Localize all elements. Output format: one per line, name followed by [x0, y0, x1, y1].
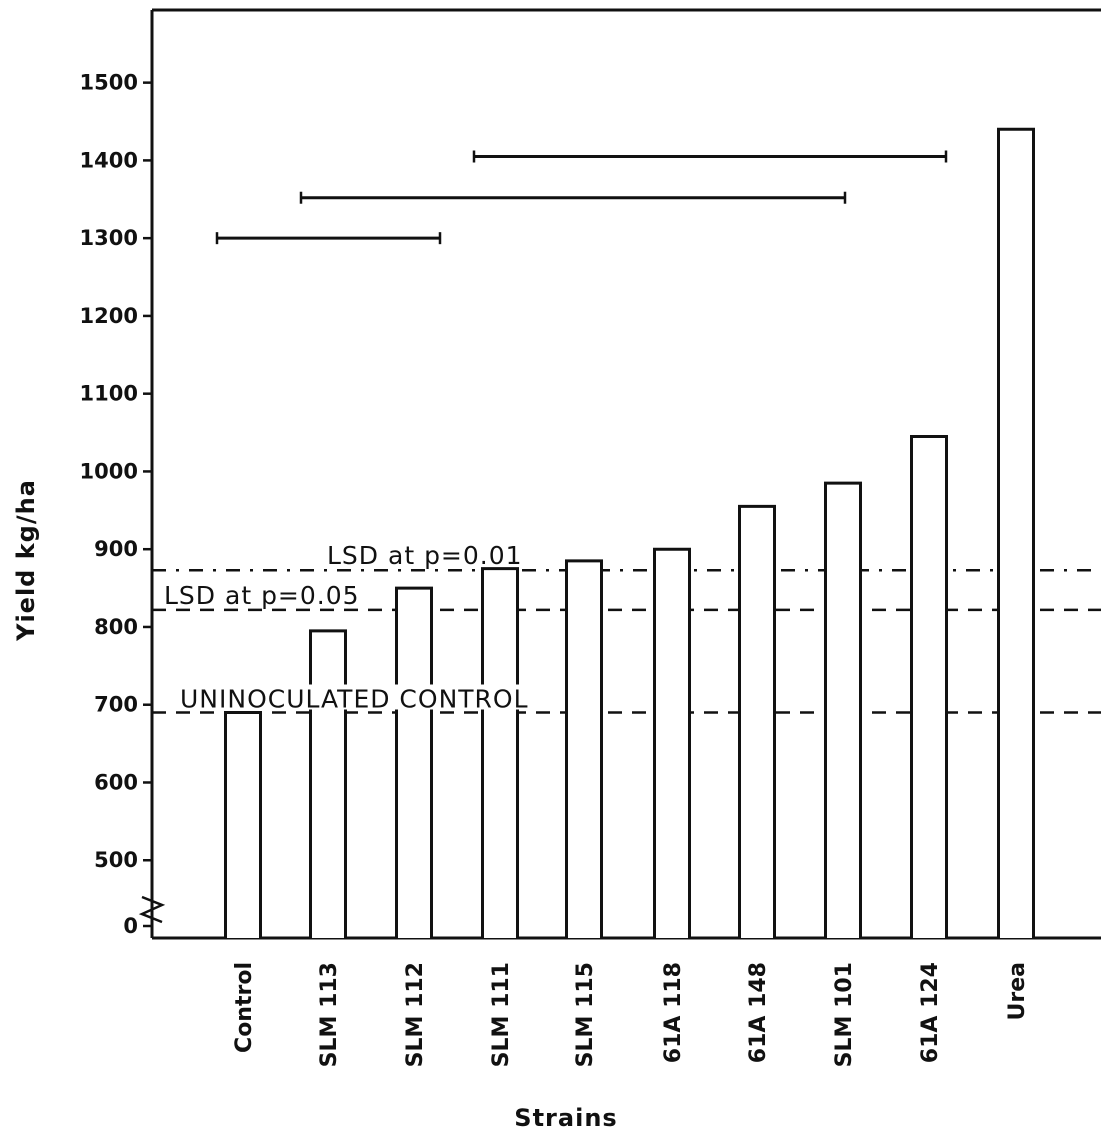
bar — [655, 549, 690, 938]
y-tick-label: 500 — [94, 848, 138, 872]
y-tick-label: 600 — [94, 770, 138, 794]
x-category-label: 61A 124 — [918, 962, 943, 1063]
y-tick-label: 700 — [94, 693, 138, 717]
y-axis-ticks: 0 500 600 700 800 900 1000 1100 1200 1300 1400 1500 — [80, 71, 152, 938]
y-tick-label: 1300 — [80, 226, 138, 250]
axis-break-icon — [142, 897, 162, 922]
y-axis-title: Yield kg/ha — [12, 479, 40, 642]
y-tick-label: 1200 — [80, 304, 138, 328]
x-category-label: SLM 101 — [832, 962, 857, 1067]
reference-labels: LSD at p=0.01 LSD at p=0.05 UNINOCULATED C… — [162, 541, 531, 713]
x-category-label: SLM 113 — [317, 962, 342, 1067]
bar — [397, 588, 432, 938]
bar — [912, 436, 947, 938]
y-tick-label: 1100 — [80, 382, 138, 406]
bar — [740, 506, 775, 938]
y-tick-label: 0 — [123, 914, 138, 938]
y-tick-label: 1500 — [80, 71, 138, 95]
x-axis-title: Strains — [514, 1104, 617, 1132]
y-tick-label: 900 — [94, 537, 138, 561]
x-category-label: Urea — [1005, 962, 1030, 1020]
reference-line-label: LSD at p=0.01 — [327, 541, 523, 570]
x-category-label: SLM 112 — [403, 962, 428, 1067]
reference-line-label: LSD at p=0.05 — [164, 581, 360, 610]
bar — [311, 631, 346, 938]
y-tick-label: 1000 — [80, 459, 138, 483]
bar — [483, 569, 518, 938]
x-category-label: 61A 118 — [661, 962, 686, 1063]
bars — [226, 129, 1034, 938]
x-category-label: SLM 111 — [489, 962, 514, 1067]
y-tick-label: 800 — [94, 615, 138, 639]
x-category-label: SLM 115 — [573, 962, 598, 1067]
bar — [567, 561, 602, 938]
x-category-label: 61A 148 — [746, 962, 771, 1063]
bar — [226, 712, 261, 938]
range-bars — [217, 151, 946, 245]
x-category-label: Control — [232, 962, 257, 1053]
y-tick-label: 1400 — [80, 148, 138, 172]
bar — [999, 129, 1034, 938]
reference-line-label: UNINOCULATED CONTROL — [180, 684, 529, 713]
plot-frame — [142, 10, 1101, 938]
x-axis-categories: Control SLM 113 SLM 112 SLM 111 SLM 115 61A 1… — [232, 962, 1030, 1067]
bar — [826, 483, 861, 938]
